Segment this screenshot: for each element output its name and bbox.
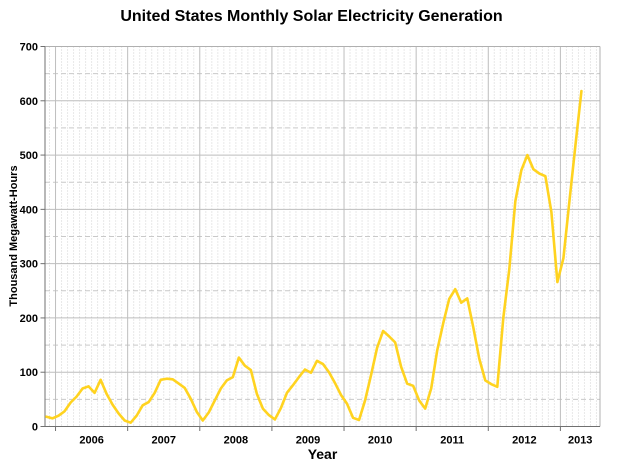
y-tick-label: 500: [20, 150, 38, 162]
y-tick-label: 0: [32, 422, 38, 434]
x-tick-label: 2007: [151, 435, 175, 447]
x-tick-label: 2011: [440, 435, 464, 447]
y-tick-label: 300: [20, 259, 38, 271]
y-tick-label: 700: [20, 42, 38, 54]
x-tick-label: 2013: [568, 435, 592, 447]
x-axis-label: Year: [307, 446, 338, 462]
y-tick-label: 200: [20, 313, 38, 325]
x-tick-label: 2012: [512, 435, 536, 447]
y-tick-label: 100: [20, 367, 38, 379]
x-tick-label: 2010: [368, 435, 392, 447]
series-line-solar-generation: [45, 89, 583, 424]
y-tick-label: 400: [20, 204, 38, 216]
x-tick-label: 2009: [296, 435, 320, 447]
x-tick-label: 2006: [79, 435, 103, 447]
x-tick-label: 2008: [224, 435, 248, 447]
y-tick-label: 600: [20, 96, 38, 108]
chart-title: United States Monthly Solar Electricity …: [120, 8, 503, 25]
